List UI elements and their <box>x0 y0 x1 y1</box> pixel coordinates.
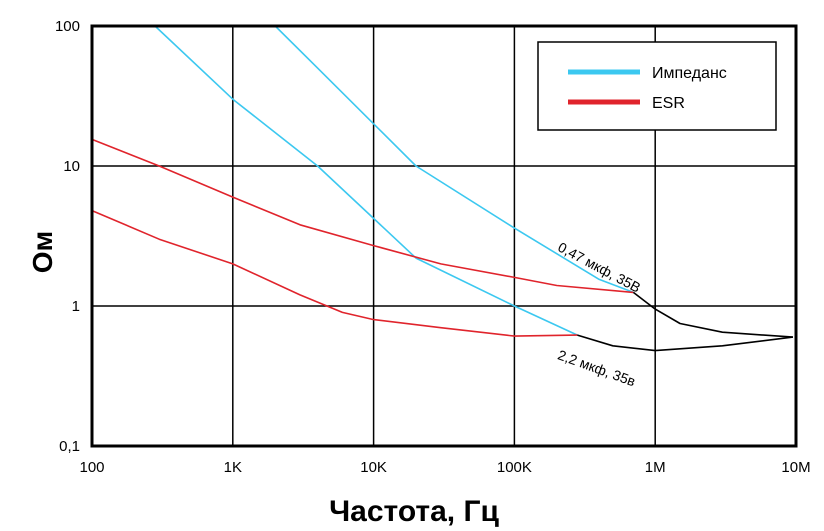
x-tick-label: 100K <box>497 459 532 476</box>
series-line-5 <box>632 291 793 338</box>
series-line-1 <box>274 25 634 294</box>
y-axis-title: Ом <box>27 231 58 274</box>
x-tick-label: 10M <box>781 459 810 476</box>
x-axis-title: Частота, Гц <box>329 495 499 528</box>
series-line-3 <box>91 138 634 294</box>
series-line-6 <box>577 334 793 352</box>
y-tick-label: 0,1 <box>59 438 80 455</box>
series-line-4 <box>91 209 578 337</box>
series-layer <box>91 25 793 352</box>
legend-label: Импеданс <box>652 65 727 82</box>
legend: Импеданс ESR <box>537 41 777 131</box>
x-tick-label: 10K <box>360 459 387 476</box>
legend-label: ESR <box>652 95 685 112</box>
x-tick-label: 1M <box>645 459 666 476</box>
y-tick-labels: 0,1 1 10 100 <box>55 18 80 455</box>
x-tick-label: 100 <box>79 459 104 476</box>
x-tick-labels: 100 1K 10K 100K 1M 10M <box>79 459 810 476</box>
plot-frame <box>90 24 798 448</box>
x-tick-label: 1K <box>224 459 242 476</box>
series-line-2 <box>154 25 578 336</box>
y-tick-label: 1 <box>72 298 80 315</box>
y-tick-label: 100 <box>55 18 80 35</box>
legend-box <box>537 41 777 131</box>
y-tick-label: 10 <box>63 158 80 175</box>
